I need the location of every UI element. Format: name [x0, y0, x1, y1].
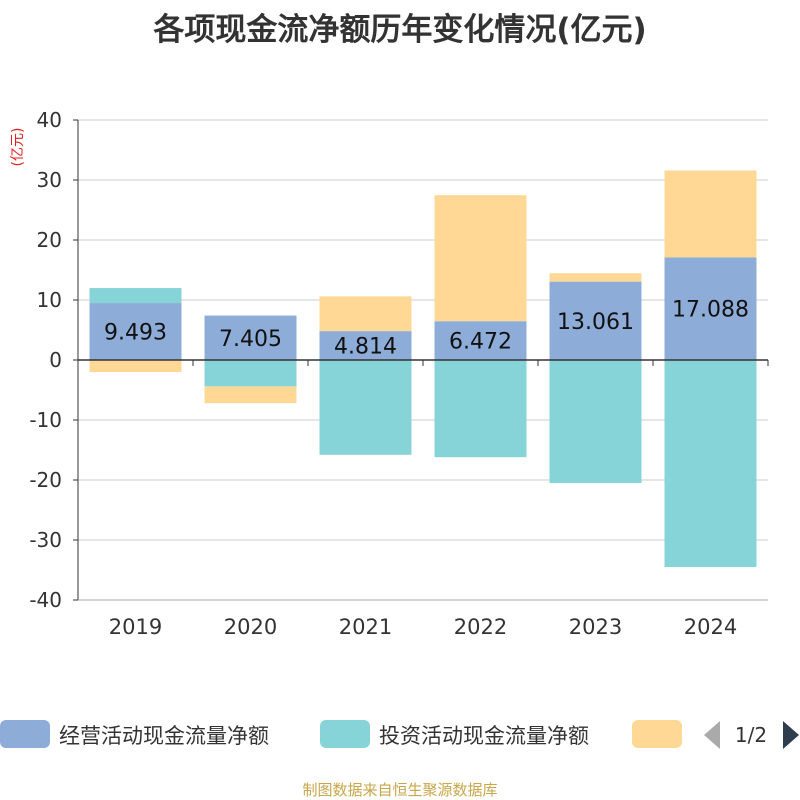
- legend-swatch[interactable]: [632, 720, 682, 748]
- y-tick-label: -40: [29, 588, 62, 612]
- axes: 40 30 20 10 0 -10 -20 -30 -40 (亿元) 2019 2020 2021 202…: [10, 108, 769, 639]
- y-tick-label: 40: [37, 108, 62, 132]
- data-label: 4.814: [334, 335, 397, 360]
- data-label: 17.088: [672, 298, 749, 323]
- y-axis-label: (亿元): [10, 128, 26, 167]
- x-tick-label: 2020: [224, 615, 277, 639]
- y-tick-label: -30: [29, 528, 62, 552]
- chart-title: 各项现金流净额历年变化情况(亿元): [153, 12, 647, 48]
- bar-series-1-2023: [549, 281, 642, 360]
- bar-series-1-2022: [434, 321, 527, 360]
- y-tick-label: 10: [37, 288, 62, 312]
- bar-series-1-2020: [204, 315, 297, 360]
- bar-series-3-2023: [549, 273, 642, 282]
- bar-series-3-2019: [89, 360, 182, 372]
- bar-series-3-2024: [664, 170, 757, 258]
- bar-series-1-2019: [89, 303, 182, 360]
- bar-series-2-2024: [664, 360, 757, 567]
- bar-series-1-2021: [319, 331, 412, 360]
- bar-series-2-2020: [204, 360, 297, 387]
- data-label: 7.405: [219, 327, 282, 352]
- bar-series-2-2023: [549, 360, 642, 483]
- data-label: 9.493: [104, 321, 167, 346]
- data-label: 13.061: [557, 310, 634, 335]
- legend-next-icon[interactable]: [783, 721, 799, 749]
- x-tick-label: 2023: [569, 615, 622, 639]
- bar-series-2-2019: [89, 288, 182, 304]
- legend-page-indicator: 1/2: [735, 723, 767, 747]
- y-tick-label: -20: [29, 468, 62, 492]
- y-tick-label: 30: [37, 168, 62, 192]
- x-tick-label: 2024: [684, 615, 737, 639]
- bar-labels: 9.493 7.405 4.814 6.472 13.061 17.088: [104, 298, 749, 360]
- bar-series-3-2020: [204, 386, 297, 404]
- legend-swatch[interactable]: [0, 720, 50, 748]
- bar-series-3-2021: [319, 296, 412, 332]
- y-tick-label: 0: [49, 348, 62, 372]
- source-footer: 制图数据来自恒生聚源数据库: [302, 781, 498, 799]
- x-tick-label: 2021: [339, 615, 392, 639]
- bar-series-2-2021: [319, 360, 412, 455]
- legend-swatch[interactable]: [320, 720, 370, 748]
- data-label: 6.472: [449, 330, 512, 355]
- y-tick-label: 20: [37, 228, 62, 252]
- bar-series-1-2024: [664, 257, 757, 360]
- legend-prev-icon[interactable]: [704, 721, 720, 749]
- legend-label[interactable]: 经营活动现金流量净额: [59, 724, 269, 748]
- legend: 经营活动现金流量净额 投资活动现金流量净额 1/2: [0, 720, 799, 749]
- bars: [89, 170, 757, 567]
- bar-series-3-2022: [434, 195, 527, 322]
- y-tick-label: -10: [29, 408, 62, 432]
- legend-label[interactable]: 投资活动现金流量净额: [379, 724, 589, 748]
- x-tick-label: 2022: [454, 615, 507, 639]
- x-tick-label: 2019: [109, 615, 162, 639]
- bar-series-2-2022: [434, 360, 527, 458]
